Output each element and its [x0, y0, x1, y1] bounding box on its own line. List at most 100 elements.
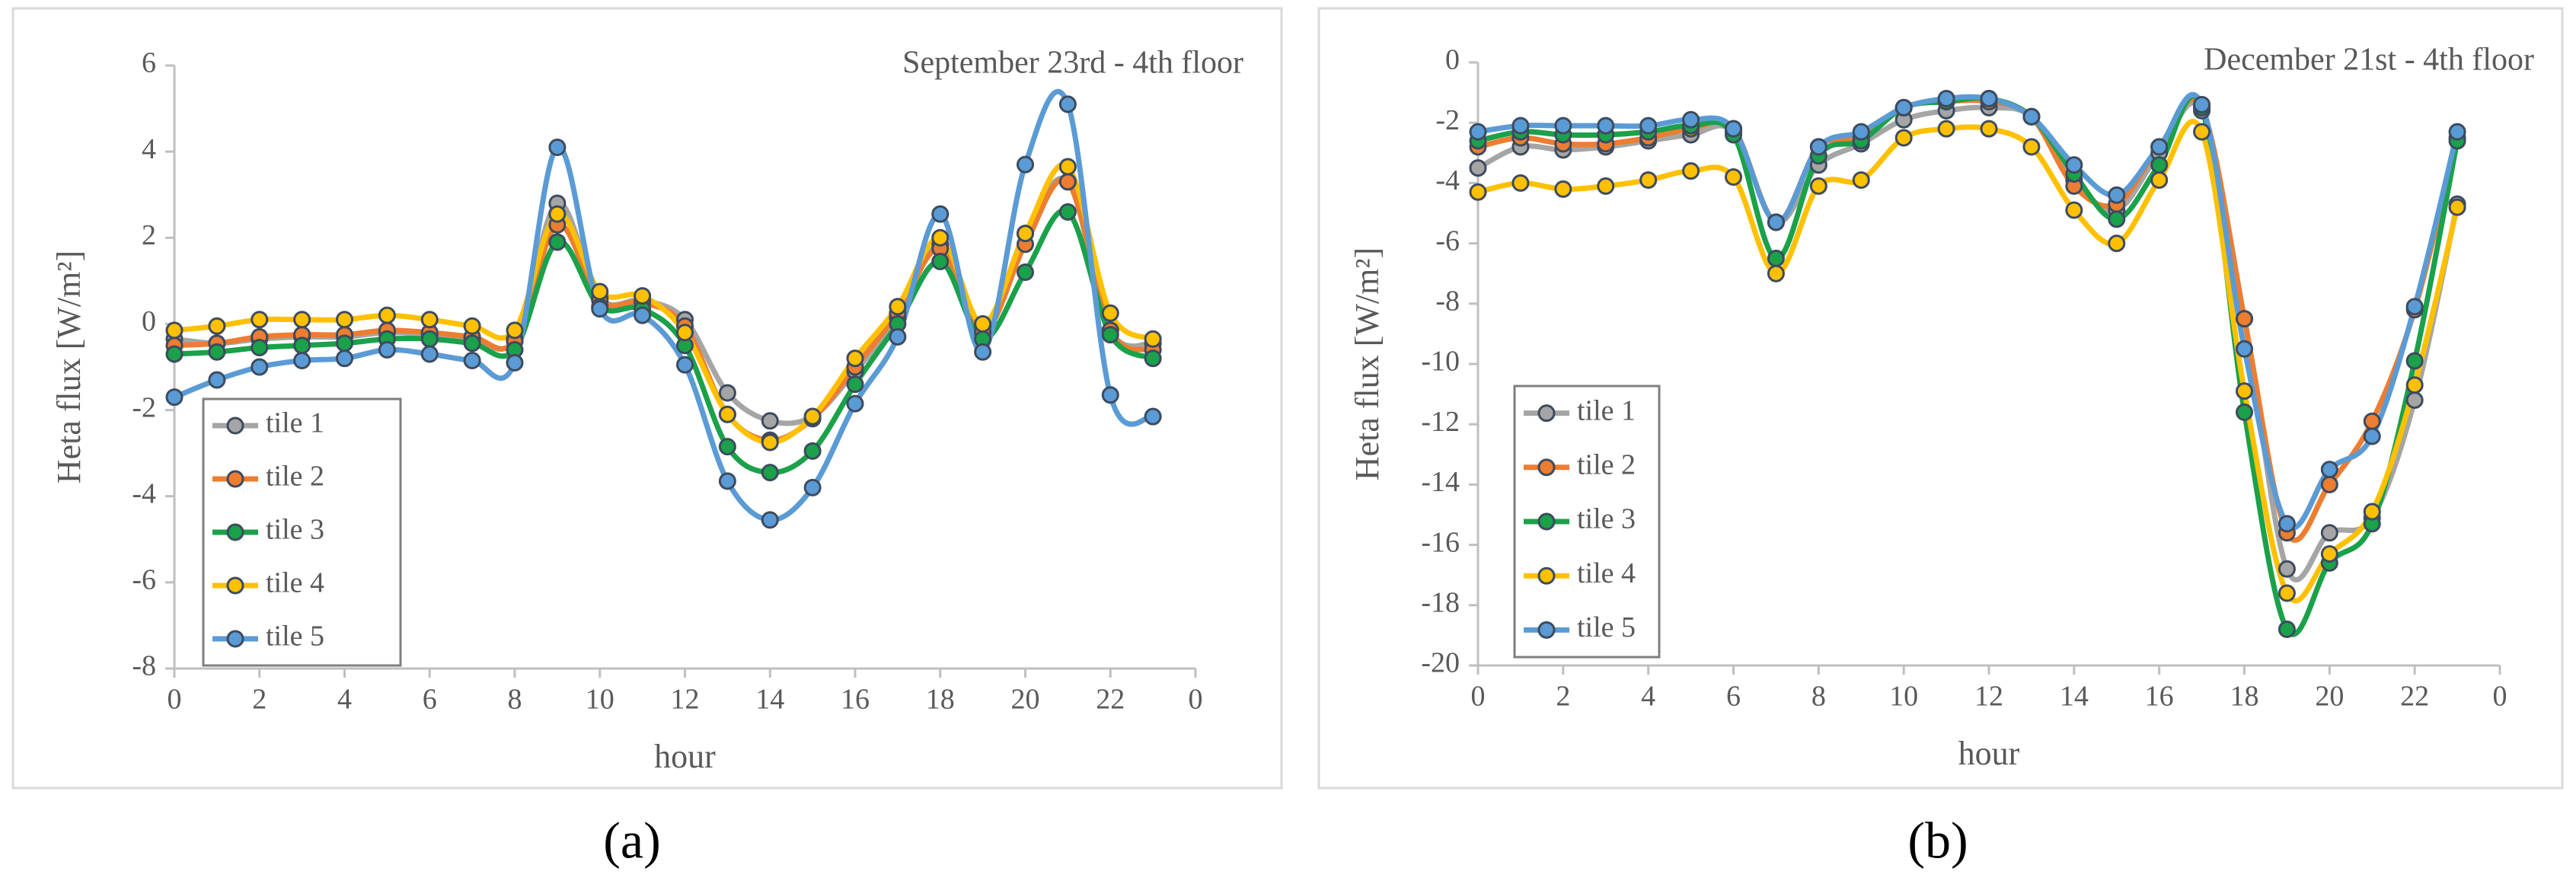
x-tick-label: 10 — [586, 684, 614, 716]
data-point — [506, 353, 524, 372]
legend-marker — [1537, 458, 1556, 477]
data-point — [1597, 177, 1615, 195]
data-point — [1144, 349, 1162, 368]
x-tick-label: 0 — [1189, 684, 1203, 716]
data-point — [506, 321, 524, 340]
series-line — [174, 175, 1154, 426]
legend-label: tile 3 — [266, 514, 324, 546]
data-point — [1469, 159, 1487, 177]
data-point — [1809, 177, 1827, 195]
x-tick-label: 6 — [423, 684, 437, 716]
y-tick-label: -12 — [1421, 406, 1460, 438]
x-tick-label: 22 — [2400, 681, 2429, 713]
x-tick-label: 2 — [1556, 681, 1570, 713]
data-point — [1058, 203, 1077, 221]
data-point — [1017, 225, 1034, 243]
x-tick-label: 18 — [926, 684, 955, 716]
data-point — [1101, 386, 1119, 404]
data-point — [2320, 524, 2338, 542]
data-point — [293, 311, 311, 329]
x-tick-label: 0 — [1471, 681, 1486, 713]
data-point — [2150, 171, 2169, 189]
x-tick-label: 0 — [2493, 681, 2507, 713]
data-point — [2150, 156, 2169, 174]
x-tick-label: 12 — [1974, 681, 2003, 713]
x-tick-label: 16 — [841, 684, 870, 716]
data-point — [591, 282, 609, 301]
data-point — [336, 334, 353, 353]
data-point — [378, 306, 396, 324]
data-point — [803, 478, 822, 496]
data-point — [1980, 120, 1998, 138]
data-point — [846, 349, 864, 368]
data-point — [676, 324, 694, 342]
data-point — [2278, 515, 2296, 533]
y-tick-label: -6 — [1435, 225, 1460, 257]
x-tick-label: 8 — [1811, 681, 1826, 713]
data-point — [251, 358, 269, 376]
legend-label: tile 3 — [1577, 503, 1636, 535]
data-point — [420, 311, 439, 329]
data-point — [1597, 116, 1615, 135]
data-point — [2108, 186, 2126, 204]
data-point — [2363, 412, 2381, 430]
x-tick-label: 4 — [337, 684, 352, 716]
legend-marker — [1537, 404, 1556, 423]
data-point — [761, 412, 779, 430]
data-point — [251, 339, 269, 357]
data-point — [718, 405, 736, 423]
data-point — [293, 337, 311, 355]
data-point — [2193, 95, 2211, 113]
data-point — [1058, 95, 1077, 113]
y-tick-label: -20 — [1421, 647, 1460, 679]
data-point — [2320, 461, 2338, 479]
data-point — [1554, 180, 1572, 198]
y-tick-label: -16 — [1421, 526, 1460, 558]
panel-frame — [1317, 7, 2564, 790]
panel-frame — [11, 7, 1283, 790]
legend-marker — [1537, 566, 1556, 585]
data-point — [761, 433, 779, 452]
y-tick-label: -10 — [1421, 346, 1460, 378]
data-point — [761, 511, 779, 529]
data-point — [803, 407, 822, 426]
data-point — [2193, 123, 2211, 141]
x-tick-label: 10 — [1889, 681, 1918, 713]
data-point — [208, 343, 226, 361]
data-point — [1554, 116, 1572, 135]
x-axis-label: hour — [1958, 735, 2020, 772]
data-point — [2278, 584, 2296, 602]
data-point — [2022, 107, 2041, 126]
data-point — [463, 317, 481, 335]
data-point — [251, 311, 269, 329]
data-point — [1682, 162, 1700, 180]
data-point — [1469, 183, 1487, 201]
data-point — [1058, 158, 1077, 176]
data-point — [463, 352, 481, 370]
data-point — [2405, 352, 2424, 370]
data-point — [165, 388, 184, 407]
data-point — [1809, 138, 1827, 156]
data-point — [634, 287, 652, 305]
y-tick-label: 2 — [142, 219, 156, 251]
legend-label: tile 4 — [1577, 557, 1636, 589]
data-point — [2405, 391, 2424, 410]
data-point — [2065, 201, 2083, 219]
data-point — [761, 464, 779, 482]
data-point — [931, 252, 950, 270]
data-point — [1767, 213, 1785, 231]
legend-label: tile 1 — [1577, 394, 1636, 426]
data-point — [2363, 427, 2381, 445]
data-point — [889, 327, 907, 346]
data-point — [1937, 90, 1955, 108]
data-point — [974, 343, 992, 361]
data-point — [803, 442, 822, 460]
y-tick-label: -8 — [132, 650, 156, 682]
legend-label: tile 5 — [266, 621, 324, 653]
legend-marker — [226, 523, 244, 541]
x-tick-label: 20 — [2315, 681, 2344, 713]
data-point — [2236, 340, 2253, 358]
y-tick-label: -4 — [132, 477, 156, 509]
data-point — [846, 375, 864, 394]
